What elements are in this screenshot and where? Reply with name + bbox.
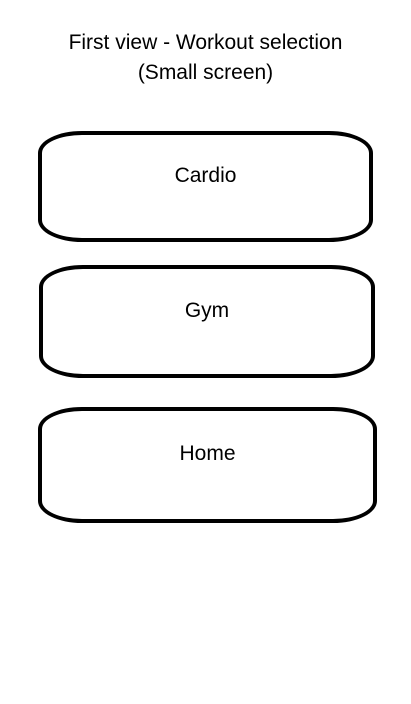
home-button-label: Home [179,442,236,465]
page-title: First view - Workout selection (Small sc… [0,28,411,88]
page-title-line-1: First view - Workout selection [68,31,343,54]
home-button[interactable]: Home [38,407,377,523]
gym-button-label: Gym [184,298,230,322]
page-title-line-2: (Small screen) [137,61,274,84]
cardio-button[interactable]: Cardio [38,131,373,242]
cardio-button-label: Cardio [174,163,237,187]
gym-button[interactable]: Gym [39,265,375,378]
